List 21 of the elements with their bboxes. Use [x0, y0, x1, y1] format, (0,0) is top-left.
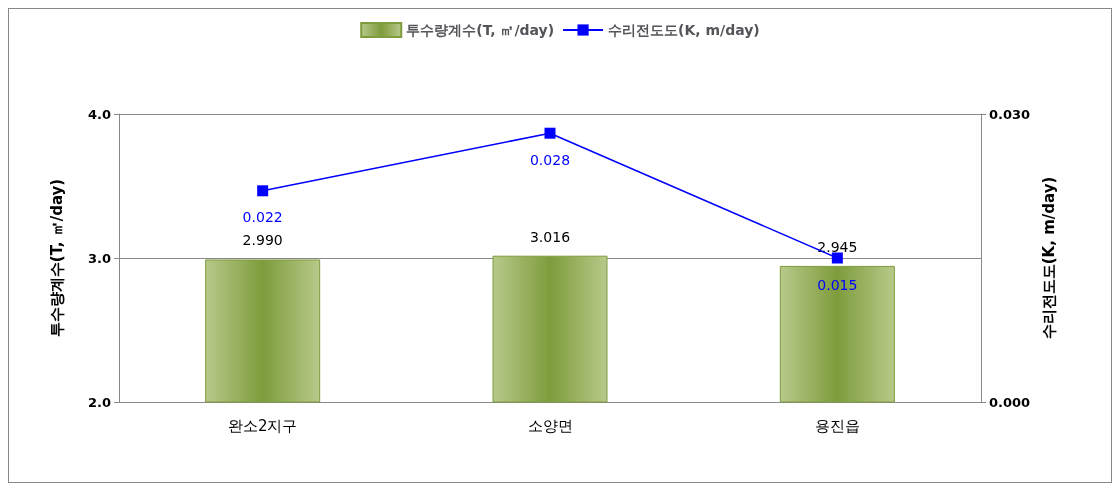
- y-tick-label: 2.0: [87, 394, 111, 410]
- x-tick-label: 용진읍: [814, 416, 860, 435]
- data-label: 0.022: [242, 209, 283, 226]
- point: [257, 185, 269, 197]
- x-tick-label: 소양면: [527, 416, 573, 435]
- y-axis-title: 투수량계수(T, ㎡/day): [47, 178, 66, 338]
- data-label: 2.990: [242, 232, 283, 249]
- point: [831, 252, 843, 264]
- x-tick-label: 완소2지구: [227, 416, 298, 435]
- y-tick-label: 4.0: [87, 106, 111, 122]
- data-label: 0.015: [817, 276, 858, 293]
- data-label: 3.016: [529, 228, 571, 245]
- point: [544, 127, 556, 139]
- y2-axis-title: 수리전도도(K, m/day): [1039, 176, 1058, 340]
- data-label: 0.028: [529, 151, 571, 168]
- y2-tick-label: 0.030: [989, 106, 1031, 122]
- y-tick-label: 3.0: [87, 250, 111, 266]
- y2-tick-label: 0.000: [989, 394, 1031, 410]
- legend-label: 수리전도도(K, m/day): [608, 22, 760, 38]
- legend-label: 투수량계수(T, ㎡/day): [406, 22, 555, 38]
- data-label: 2.945: [817, 238, 858, 255]
